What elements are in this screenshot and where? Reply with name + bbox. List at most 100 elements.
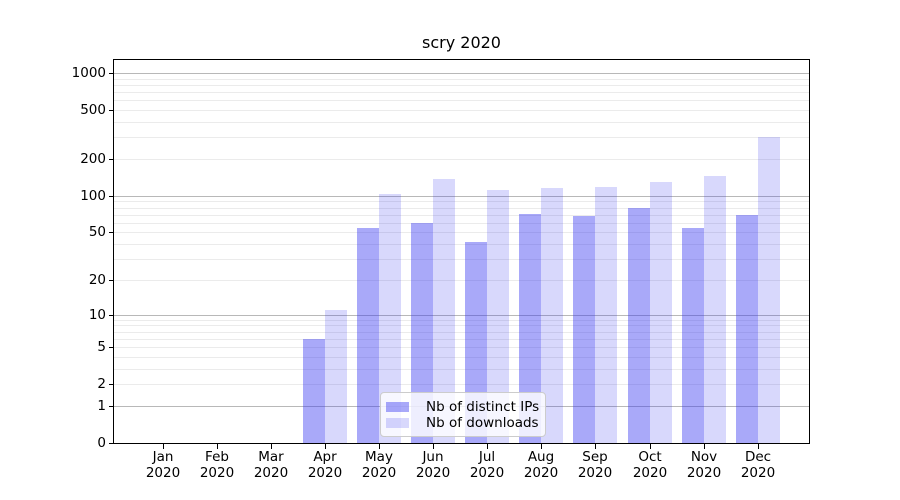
legend-swatch-downloads	[386, 417, 409, 428]
bar-downloads-oct	[650, 182, 672, 443]
x-tick-label-aug: Aug 2020	[513, 449, 569, 481]
minor-gridline-200	[114, 159, 809, 160]
y-tick-label-1: 1	[97, 398, 106, 414]
x-tick-sep	[595, 444, 596, 449]
minor-gridline-4	[114, 357, 809, 358]
minor-gridline-400	[114, 122, 809, 123]
x-tick-label-jul: Jul 2020	[459, 449, 515, 481]
minor-gridline-500	[114, 110, 809, 111]
x-label-year: 2020	[199, 464, 235, 481]
x-tick-label-feb: Feb 2020	[189, 449, 245, 481]
bar-downloads-dec	[758, 137, 780, 443]
x-label-year: 2020	[307, 464, 343, 481]
x-label-month: Jul	[478, 449, 496, 465]
major-gridline-10	[114, 315, 809, 316]
plot-area	[113, 59, 810, 444]
minor-gridline-50	[114, 232, 809, 233]
x-tick-jun	[433, 444, 434, 449]
x-label-year: 2020	[469, 464, 505, 481]
x-tick-mar	[271, 444, 272, 449]
y-tick-1000	[109, 73, 113, 74]
bar-distinct-ips-nov	[682, 228, 704, 443]
legend-label-distinct-ips: Nb of distinct IPs	[426, 398, 540, 415]
legend-row-distinct-ips: Nb of distinct IPs	[386, 398, 540, 415]
x-label-month: Jan	[152, 449, 174, 465]
y-tick-20	[109, 280, 113, 281]
minor-gridline-8	[114, 325, 809, 326]
x-tick-feb	[217, 444, 218, 449]
bar-distinct-ips-sep	[573, 216, 595, 443]
y-tick-1	[109, 406, 113, 407]
bar-distinct-ips-jun	[411, 223, 433, 443]
y-tick-label-200: 200	[80, 151, 106, 167]
y-tick-label-1000: 1000	[71, 65, 106, 81]
x-label-month: Jun	[422, 449, 444, 465]
bar-downloads-sep	[595, 187, 617, 443]
bar-downloads-jul	[487, 190, 509, 443]
minor-gridline-900	[114, 79, 809, 80]
x-tick-label-apr: Apr 2020	[297, 449, 353, 481]
x-label-month: Feb	[205, 449, 229, 465]
x-label-month: May	[365, 449, 393, 465]
bar-downloads-aug	[541, 188, 563, 443]
y-tick-label-100: 100	[80, 188, 106, 204]
y-tick-2	[109, 384, 113, 385]
minor-gridline-9	[114, 320, 809, 321]
x-label-year: 2020	[415, 464, 451, 481]
x-label-year: 2020	[740, 464, 776, 481]
y-tick-200	[109, 159, 113, 160]
x-label-year: 2020	[632, 464, 668, 481]
x-tick-label-jan: Jan 2020	[135, 449, 191, 481]
x-tick-label-mar: Mar 2020	[243, 449, 299, 481]
x-label-year: 2020	[577, 464, 613, 481]
y-tick-label-5: 5	[97, 339, 106, 355]
bar-distinct-ips-apr	[303, 339, 325, 443]
bar-downloads-nov	[704, 176, 726, 443]
x-tick-aug	[541, 444, 542, 449]
x-label-year: 2020	[686, 464, 722, 481]
legend-swatch-distinct-ips	[386, 401, 409, 412]
bar-distinct-ips-may	[357, 228, 379, 443]
bar-downloads-jun	[433, 179, 455, 443]
y-tick-50	[109, 232, 113, 233]
minor-gridline-30	[114, 259, 809, 260]
gridlines-layer	[114, 60, 809, 443]
y-tick-label-0: 0	[97, 435, 106, 451]
bar-distinct-ips-dec	[736, 215, 758, 443]
minor-gridline-300	[114, 137, 809, 138]
minor-gridline-7	[114, 332, 809, 333]
x-label-month: Mar	[258, 449, 284, 465]
x-label-month: Sep	[582, 449, 608, 465]
y-tick-0	[109, 443, 113, 444]
x-tick-apr	[325, 444, 326, 449]
legend-label-downloads: Nb of downloads	[426, 414, 539, 431]
x-tick-nov	[704, 444, 705, 449]
x-tick-jan	[163, 444, 164, 449]
x-label-year: 2020	[361, 464, 397, 481]
bar-downloads-apr	[325, 310, 347, 443]
chart-title: scry 2020	[422, 33, 501, 52]
x-tick-oct	[650, 444, 651, 449]
minor-gridline-5	[114, 347, 809, 348]
bar-downloads-may	[379, 194, 401, 443]
y-tick-5	[109, 347, 113, 348]
x-tick-label-dec: Dec 2020	[730, 449, 786, 481]
minor-gridline-60	[114, 223, 809, 224]
x-label-month: Aug	[527, 449, 555, 465]
x-tick-label-nov: Nov 2020	[676, 449, 732, 481]
bar-distinct-ips-aug	[519, 214, 541, 443]
minor-gridline-600	[114, 100, 809, 101]
bar-distinct-ips-oct	[628, 208, 650, 443]
minor-gridline-90	[114, 201, 809, 202]
y-tick-label-500: 500	[80, 102, 106, 118]
x-label-month: Apr	[313, 449, 337, 465]
x-tick-label-oct: Oct 2020	[622, 449, 678, 481]
x-label-year: 2020	[253, 464, 289, 481]
minor-gridline-40	[114, 244, 809, 245]
minor-gridline-70	[114, 215, 809, 216]
y-tick-label-50: 50	[88, 224, 106, 240]
x-tick-label-sep: Sep 2020	[567, 449, 623, 481]
